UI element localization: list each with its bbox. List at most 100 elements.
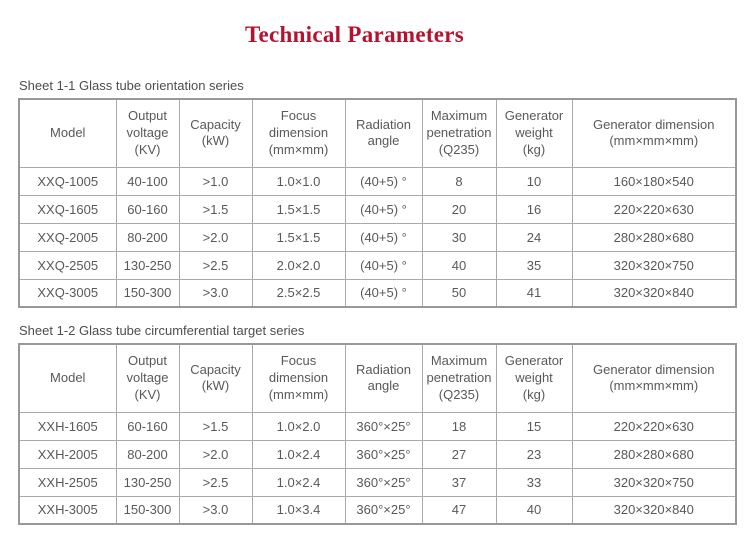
table-cell: (40+5) ° [344,166,423,196]
spec-table-orientation-series: Model Output voltage (KV) Capacity (kW) Foc… [18,98,737,308]
column-header: Maximum penetration (Q235) [421,343,497,413]
table-cell: XXQ-2505 [18,250,117,280]
table-cell: 35 [495,250,573,280]
table-cell: (40+5) ° [344,222,423,252]
table-cell: 33 [495,467,573,497]
table-cell: XXH-3005 [18,495,117,525]
table-cell: 27 [421,439,497,469]
table-cell: >2.5 [178,250,253,280]
table-caption: Sheet 1-2 Glass tube circumferential tar… [19,323,305,338]
table-cell: 1.0×3.4 [251,495,346,525]
table-cell: XXQ-2005 [18,222,117,252]
column-header: Radiation angle [344,98,423,168]
table-cell: XXH-2005 [18,439,117,469]
table-header: Model Output voltage (KV) Capacity (kW) Foc… [18,98,737,168]
table-row: XXH-3005 150-300 >3.0 1.0×3.4 360°×25° 47 40 32… [18,495,737,525]
table-cell: >1.5 [178,194,253,224]
column-header: Capacity (kW) [178,98,253,168]
table-cell: 320×320×750 [571,250,737,280]
table-cell: >1.5 [178,411,253,441]
table-header: Model Output voltage (KV) Capacity (kW) Foc… [18,343,737,413]
table-cell: 15 [495,411,573,441]
table-cell: 280×280×680 [571,439,737,469]
column-header: Model [18,98,117,168]
table-cell: 160×180×540 [571,166,737,196]
spec-table-circumferential-series: Model Output voltage (KV) Capacity (kW) Foc… [18,343,737,525]
table-body: XXH-1605 60-160 >1.5 1.0×2.0 360°×25° 18 15 220… [18,411,737,525]
table-cell: 1.0×1.0 [251,166,346,196]
column-header: Model [18,343,117,413]
table-row: XXQ-1605 60-160 >1.5 1.5×1.5 (40+5) ° 20 16 220… [18,194,737,224]
table-cell: XXH-1605 [18,411,117,441]
table-cell: 280×280×680 [571,222,737,252]
table-cell: (40+5) ° [344,194,423,224]
column-header: Generator weight (kg) [495,98,573,168]
column-header: Capacity (kW) [178,343,253,413]
table-cell: >2.0 [178,439,253,469]
table-cell: 8 [421,166,497,196]
column-header: Focus dimension (mm×mm) [251,98,346,168]
table-cell: 2.0×2.0 [251,250,346,280]
table-cell: XXQ-1005 [18,166,117,196]
table-row: XXQ-2005 80-200 >2.0 1.5×1.5 (40+5) ° 30 24 280… [18,222,737,252]
table-cell: 220×220×630 [571,194,737,224]
table-cell: 16 [495,194,573,224]
table-cell: >2.5 [178,467,253,497]
table-cell: 320×320×750 [571,467,737,497]
page-title: Technical Parameters [244,22,465,47]
column-header: Maximum penetration (Q235) [421,98,497,168]
table-cell: 10 [495,166,573,196]
table-cell: 80-200 [115,439,180,469]
table-cell: XXH-2505 [18,467,117,497]
sheet-2-section: Sheet 1-2 Glass tube circumferential tar… [18,323,737,525]
table-cell: 47 [421,495,497,525]
table-cell: >2.0 [178,222,253,252]
table-cell: XXQ-3005 [18,278,117,308]
table-cell: 41 [495,278,573,308]
table-cell: 1.0×2.0 [251,411,346,441]
header-row: Model Output voltage (KV) Capacity (kW) Foc… [18,98,737,168]
table-cell: 1.0×2.4 [251,467,346,497]
table-cell: 40 [495,495,573,525]
table-body: XXQ-1005 40-100 >1.0 1.0×1.0 (40+5) ° 8 10 160×… [18,166,737,308]
table-row: XXH-2005 80-200 >2.0 1.0×2.4 360°×25° 27 23 280… [18,439,737,469]
table-cell: 1.0×2.4 [251,439,346,469]
column-header: Radiation angle [344,343,423,413]
table-row: XXH-1605 60-160 >1.5 1.0×2.0 360°×25° 18 15 220… [18,411,737,441]
table-row: XXQ-2505 130-250 >2.5 2.0×2.0 (40+5) ° 40 35 32… [18,250,737,280]
table-cell: >3.0 [178,278,253,308]
table-cell: (40+5) ° [344,278,423,308]
table-cell: 1.5×1.5 [251,194,346,224]
table-cell: 130-250 [115,467,180,497]
table-cell: 360°×25° [344,467,423,497]
table-cell: 20 [421,194,497,224]
table-cell: 40 [421,250,497,280]
page: Technical Parameters Sheet 1-1 Glass tub… [18,22,737,525]
table-row: XXH-2505 130-250 >2.5 1.0×2.4 360°×25° 37 33 32… [18,467,737,497]
column-header: Generator dimension (mm×mm×mm) [571,343,737,413]
table-cell: 2.5×2.5 [251,278,346,308]
table-cell: 150-300 [115,278,180,308]
table-cell: 37 [421,467,497,497]
table-cell: 60-160 [115,194,180,224]
column-header: Output voltage (KV) [115,343,180,413]
table-cell: 320×320×840 [571,495,737,525]
table-cell: 40-100 [115,166,180,196]
table-cell: 360°×25° [344,411,423,441]
column-header: Generator weight (kg) [495,343,573,413]
column-header: Generator dimension (mm×mm×mm) [571,98,737,168]
table-cell: 18 [421,411,497,441]
table-cell: 360°×25° [344,495,423,525]
table-cell: 24 [495,222,573,252]
table-caption: Sheet 1-1 Glass tube orientation series [19,78,244,93]
column-header: Focus dimension (mm×mm) [251,343,346,413]
table-cell: >3.0 [178,495,253,525]
table-row: XXQ-3005 150-300 >3.0 2.5×2.5 (40+5) ° 50 41 32… [18,278,737,308]
table-cell: 220×220×630 [571,411,737,441]
table-cell: 60-160 [115,411,180,441]
column-header: Output voltage (KV) [115,98,180,168]
table-cell: 320×320×840 [571,278,737,308]
table-cell: XXQ-1605 [18,194,117,224]
sheet-1-section: Sheet 1-1 Glass tube orientation series … [18,78,737,308]
table-cell: 150-300 [115,495,180,525]
